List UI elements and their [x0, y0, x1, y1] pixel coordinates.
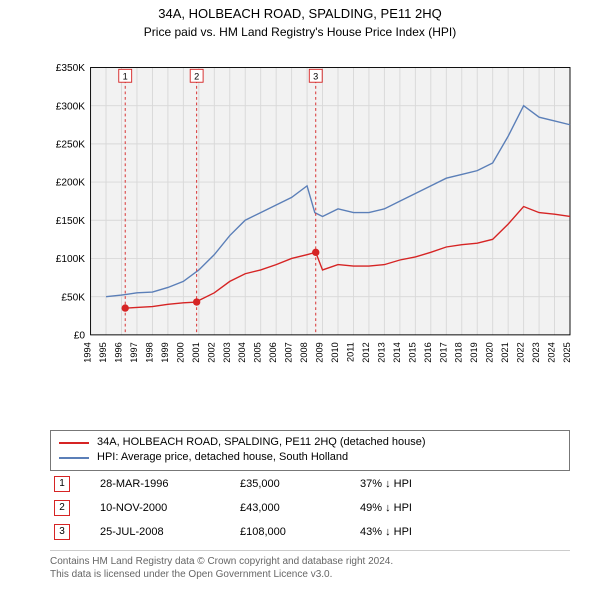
legend-row: 34A, HOLBEACH ROAD, SPALDING, PE11 2HQ (…	[59, 435, 561, 450]
svg-text:2006: 2006	[268, 342, 278, 362]
svg-text:1994: 1994	[83, 342, 93, 362]
svg-text:£250K: £250K	[56, 140, 86, 151]
svg-text:2020: 2020	[485, 342, 495, 362]
svg-text:2018: 2018	[454, 342, 464, 362]
legend-swatch	[59, 457, 89, 459]
marker-pct: 43% ↓ HPI	[360, 526, 480, 538]
svg-text:2007: 2007	[284, 342, 294, 362]
svg-text:1999: 1999	[160, 342, 170, 362]
svg-text:2004: 2004	[237, 342, 247, 362]
svg-text:2002: 2002	[206, 342, 216, 362]
marker-pct: 37% ↓ HPI	[360, 478, 480, 490]
svg-text:2008: 2008	[299, 342, 309, 362]
legend-swatch	[59, 442, 89, 444]
footer-attribution: Contains HM Land Registry data © Crown c…	[50, 550, 570, 581]
svg-text:2011: 2011	[345, 342, 355, 362]
legend-label: HPI: Average price, detached house, Sout…	[97, 450, 348, 465]
svg-text:£0: £0	[74, 331, 86, 342]
footer-line-1: Contains HM Land Registry data © Crown c…	[50, 555, 570, 568]
svg-text:2013: 2013	[376, 342, 386, 362]
svg-text:2017: 2017	[438, 342, 448, 362]
svg-text:£50K: £50K	[61, 292, 85, 303]
svg-text:2015: 2015	[407, 342, 417, 362]
svg-text:1995: 1995	[98, 342, 108, 362]
svg-text:2001: 2001	[191, 342, 201, 362]
marker-date: 10-NOV-2000	[100, 502, 240, 514]
marker-row: 1 28-MAR-1996£35,00037% ↓ HPI	[50, 472, 570, 496]
svg-text:£100K: £100K	[56, 254, 86, 265]
marker-number: 1	[54, 476, 70, 492]
svg-text:2021: 2021	[500, 342, 510, 362]
svg-text:2: 2	[194, 71, 199, 81]
marker-row: 2 10-NOV-2000£43,00049% ↓ HPI	[50, 496, 570, 520]
svg-text:£150K: £150K	[56, 216, 86, 227]
marker-table: 1 28-MAR-1996£35,00037% ↓ HPI 2 10-NOV-2000…	[50, 472, 570, 544]
chart-subtitle: Price paid vs. HM Land Registry's House …	[0, 21, 600, 47]
chart-title: 34A, HOLBEACH ROAD, SPALDING, PE11 2HQ	[0, 0, 600, 21]
legend-row: HPI: Average price, detached house, Sout…	[59, 450, 561, 465]
svg-text:2025: 2025	[562, 342, 572, 362]
svg-text:2012: 2012	[361, 342, 371, 362]
svg-text:2010: 2010	[330, 342, 340, 362]
marker-number: 3	[54, 524, 70, 540]
marker-date: 28-MAR-1996	[100, 478, 240, 490]
svg-text:2009: 2009	[315, 342, 325, 362]
marker-date: 25-JUL-2008	[100, 526, 240, 538]
svg-text:£300K: £300K	[56, 101, 86, 112]
marker-price: £43,000	[240, 502, 360, 514]
chart-container: 34A, HOLBEACH ROAD, SPALDING, PE11 2HQ P…	[0, 0, 600, 590]
svg-text:2005: 2005	[253, 342, 263, 362]
svg-text:3: 3	[313, 71, 318, 81]
svg-text:2024: 2024	[547, 342, 557, 362]
svg-text:2003: 2003	[222, 342, 232, 362]
marker-pct: 49% ↓ HPI	[360, 502, 480, 514]
svg-text:1998: 1998	[144, 342, 154, 362]
marker-price: £108,000	[240, 526, 360, 538]
legend-label: 34A, HOLBEACH ROAD, SPALDING, PE11 2HQ (…	[97, 435, 426, 450]
svg-text:1996: 1996	[113, 342, 123, 362]
svg-text:2023: 2023	[531, 342, 541, 362]
legend: 34A, HOLBEACH ROAD, SPALDING, PE11 2HQ (…	[50, 430, 570, 471]
svg-text:2019: 2019	[469, 342, 479, 362]
footer-line-2: This data is licensed under the Open Gov…	[50, 568, 570, 581]
marker-number: 2	[54, 500, 70, 516]
svg-text:2000: 2000	[175, 342, 185, 362]
svg-text:2014: 2014	[392, 342, 402, 362]
price-chart: £0 £50K £100K £150K £200K £250K £300K £350K 1994…	[50, 50, 570, 380]
svg-text:£200K: £200K	[56, 178, 86, 189]
svg-text:1: 1	[123, 71, 128, 81]
svg-text:1997: 1997	[129, 342, 139, 362]
marker-price: £35,000	[240, 478, 360, 490]
marker-row: 3 25-JUL-2008£108,00043% ↓ HPI	[50, 520, 570, 544]
svg-text:£350K: £350K	[56, 63, 86, 74]
svg-text:2022: 2022	[516, 342, 526, 362]
svg-text:2016: 2016	[423, 342, 433, 362]
